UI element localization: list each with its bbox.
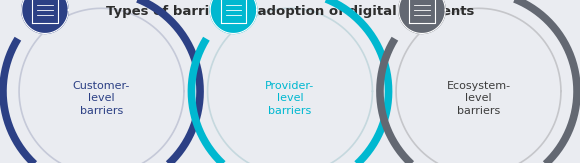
Text: Provider-
level
barriers: Provider- level barriers: [266, 81, 314, 116]
Polygon shape: [210, 0, 257, 33]
Text: Ecosystem-
level
barriers: Ecosystem- level barriers: [447, 81, 510, 116]
Polygon shape: [398, 0, 445, 33]
Text: Customer-
level
barriers: Customer- level barriers: [73, 81, 130, 116]
Polygon shape: [21, 0, 68, 33]
Text: Types of barriers to adoption of digital payments: Types of barriers to adoption of digital…: [106, 5, 474, 18]
